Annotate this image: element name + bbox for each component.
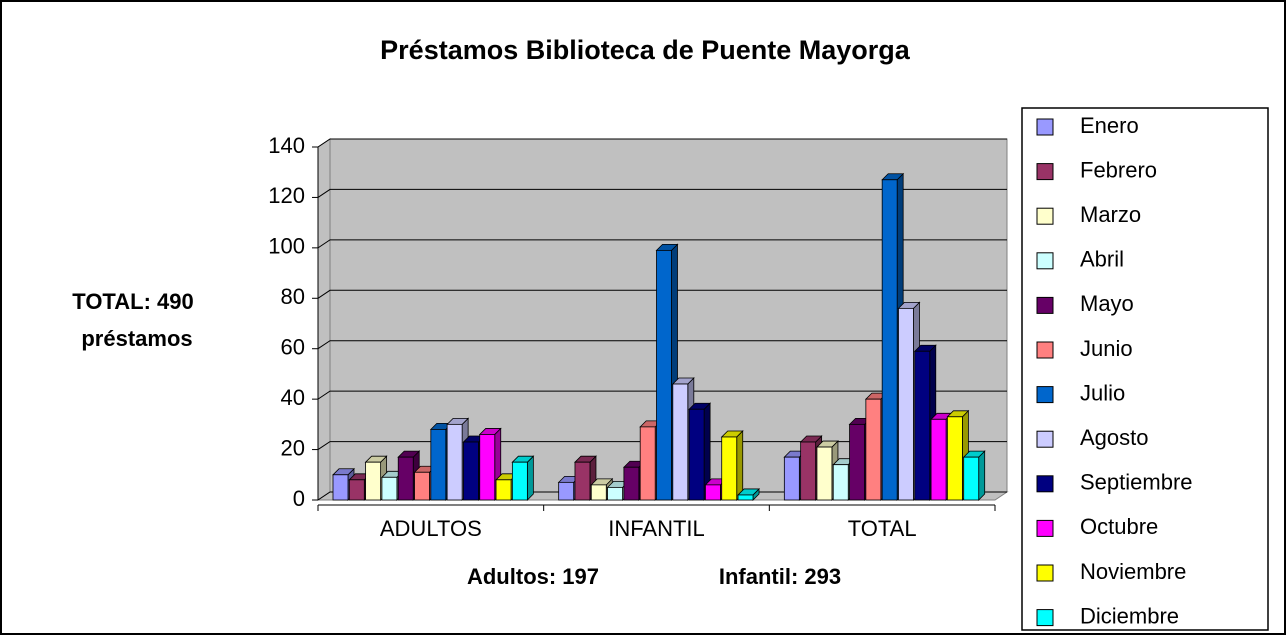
x-tick-label: ADULTOS [380,516,482,541]
legend-label: Junio [1080,336,1133,361]
legend-label: Agosto [1080,425,1149,450]
legend-swatch [1036,118,1054,136]
grid-line [317,390,1007,400]
legend-label: Septiembre [1080,470,1193,495]
bar [800,441,817,501]
legend-label: Noviembre [1080,559,1186,584]
legend-swatch [1036,163,1054,181]
grid-line [317,239,1007,249]
bar [816,446,833,501]
bar [574,461,591,501]
legend-label: Abril [1080,247,1124,272]
x-tick-label: TOTAL [848,516,917,541]
grid-line [317,491,1007,501]
legend-swatch [1036,519,1054,537]
bar [414,471,430,501]
bar [607,486,623,501]
legend-swatch [1036,296,1054,314]
legend-swatch [1036,475,1054,493]
bar-side [736,429,744,501]
bar [865,398,882,501]
legend-label: Diciembre [1080,603,1179,628]
grid-line [317,138,1007,148]
grid-line [317,441,1007,450]
y-tick-label: 120 [268,183,305,208]
bar [688,408,705,501]
legend-swatch [1036,207,1054,225]
bar [705,484,721,501]
grid-line [317,188,1007,198]
legend-swatch [1036,609,1054,627]
bar [495,479,512,501]
bar [914,350,931,501]
legend-swatch [1036,430,1054,448]
bar-side [526,455,534,501]
bar [623,466,640,501]
bar-side [978,450,986,501]
bar [898,307,914,501]
bar [332,474,349,501]
x-tick-label: INFANTIL [608,516,705,541]
bar [397,456,414,501]
bar [783,456,800,501]
bar [558,481,575,501]
y-tick-label: 40 [281,385,305,410]
legend-swatch [1036,386,1054,404]
chart-title: Préstamos Biblioteca de Puente Mayorga [380,35,911,65]
y-tick-label: 60 [281,335,305,360]
legend-swatch [1036,341,1054,359]
annotation: préstamos [81,326,192,351]
bar [672,383,689,501]
bar [430,428,447,501]
bar [656,249,672,501]
bar [365,461,382,501]
bar [446,423,463,501]
bar [881,179,898,501]
y-tick-label: 20 [281,435,305,460]
legend-label: Enero [1080,113,1139,138]
y-tick-label: 0 [293,486,305,511]
y-tick-label: 100 [268,234,305,259]
bar [963,456,980,501]
annotation: TOTAL: 490 [72,289,193,314]
y-tick-label: 80 [281,284,305,309]
bar [946,416,963,501]
legend-swatch [1036,564,1054,582]
legend-label: Octubre [1080,514,1158,539]
legend-swatch [1036,252,1054,270]
bar [590,484,607,501]
bar [463,441,479,501]
legend-label: Febrero [1080,157,1157,182]
bar [348,479,365,501]
legend-label: Mayo [1080,291,1134,316]
annotation: Infantil: 293 [719,564,841,589]
bar [721,436,738,501]
legend-label: Marzo [1080,202,1141,227]
grid-line [317,340,1007,350]
bar [832,464,849,501]
annotation: Adultos: 197 [467,564,599,589]
grid-line [317,289,1007,299]
bar [930,418,947,501]
legend-label: Julio [1080,380,1125,405]
bar [737,494,754,501]
bar [511,461,528,501]
y-tick-label: 140 [268,133,305,158]
bar [639,426,656,501]
legend-box [1021,107,1269,631]
bar [479,434,496,501]
bar [849,423,865,501]
bar [381,476,398,501]
